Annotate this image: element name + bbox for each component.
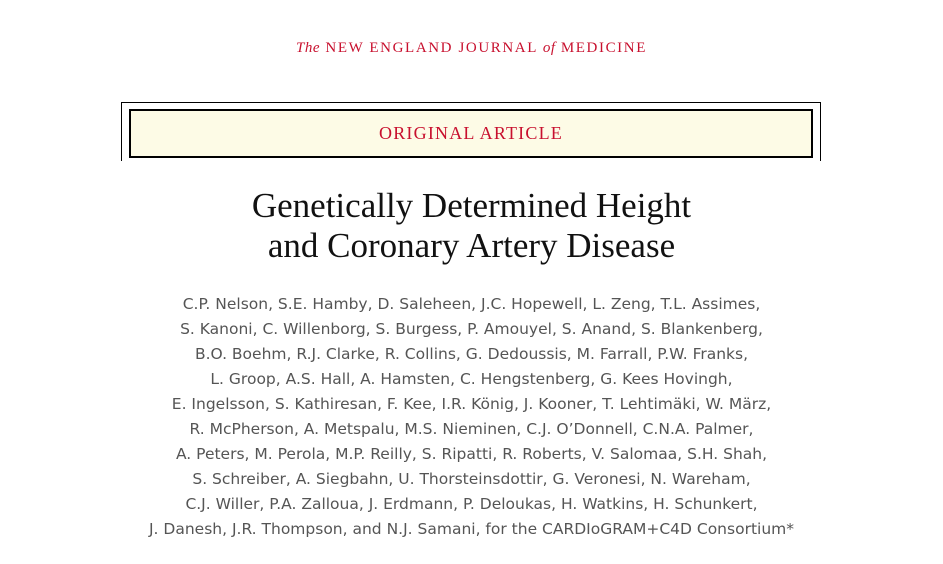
title-line: and Coronary Artery Disease (267, 226, 676, 265)
author-line: L. Groop, A.S. Hall, A. Hamsten, C. Heng… (210, 370, 733, 388)
journal-word: MEDICINE (560, 40, 647, 56)
title-line: Genetically Determined Height (251, 186, 692, 225)
journal-word: NEW ENGLAND JOURNAL (325, 40, 538, 56)
article-title: Genetically Determined Height and Corona… (0, 186, 943, 266)
author-line: S. Kanoni, C. Willenborg, S. Burgess, P.… (180, 320, 763, 338)
author-line: A. Peters, M. Perola, M.P. Reilly, S. Ri… (175, 445, 768, 463)
author-line: J. Danesh, J.R. Thompson, and N.J. Saman… (148, 520, 794, 538)
journal-word: of (542, 40, 556, 56)
author-line: R. McPherson, A. Metspalu, M.S. Nieminen… (189, 420, 754, 438)
author-list: C.P. Nelson, S.E. Hamby, D. Saleheen, J.… (0, 292, 943, 542)
section-frame (121, 102, 821, 161)
author-line: B.O. Boehm, R.J. Clarke, R. Collins, G. … (194, 345, 749, 363)
author-line: C.P. Nelson, S.E. Hamby, D. Saleheen, J.… (182, 295, 761, 313)
author-line: E. Ingelsson, S. Kathiresan, F. Kee, I.R… (171, 395, 772, 413)
journal-name: The NEW ENGLAND JOURNAL of MEDICINE (0, 40, 943, 57)
section-label: ORIGINAL ARTICLE (129, 109, 813, 158)
author-line: C.J. Willer, P.A. Zalloua, J. Erdmann, P… (185, 495, 758, 513)
author-line: S. Schreiber, A. Siegbahn, U. Thorsteins… (192, 470, 751, 488)
journal-word: The (296, 40, 321, 56)
